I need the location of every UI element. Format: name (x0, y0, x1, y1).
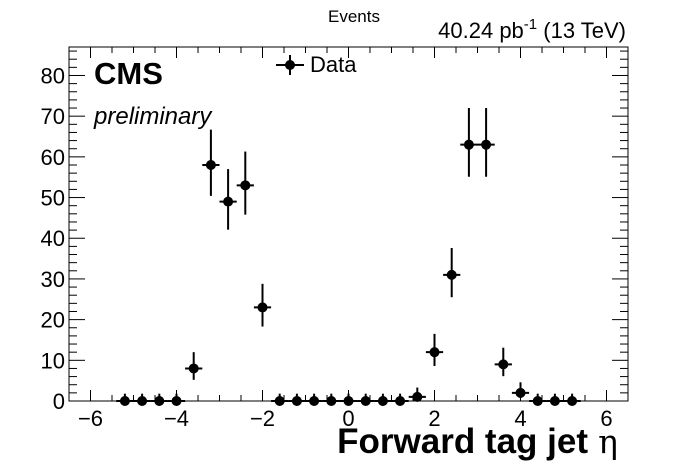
legend-entry-data: Data (310, 52, 357, 77)
data-point (271, 393, 289, 406)
data-marker (515, 387, 526, 398)
legend: Data (276, 52, 357, 77)
data-point (477, 108, 495, 177)
data-point (546, 393, 564, 406)
x-axis-symbol: η (598, 422, 618, 461)
axes-frame (68, 46, 629, 402)
data-marker (171, 396, 182, 406)
data-point (253, 283, 272, 327)
x-tick-label: −6 (78, 406, 103, 431)
data-marker (377, 396, 388, 406)
lumi-label: 40.24 pb-1 (13 TeV) (438, 16, 626, 43)
x-tick-label: 0 (342, 406, 354, 431)
y-axis-label: Events (328, 7, 380, 26)
data-point (391, 393, 409, 406)
data-point (529, 393, 547, 406)
data-marker (481, 139, 492, 150)
data-point (236, 151, 254, 215)
y-tick-label: 80 (41, 63, 65, 88)
data-marker (343, 396, 354, 406)
data-point (116, 393, 134, 406)
y-tick-label: 10 (41, 348, 65, 373)
x-tick-label: 4 (514, 406, 526, 431)
data-points (116, 108, 581, 406)
x-tick-label: −2 (250, 406, 275, 431)
data-point (563, 393, 581, 406)
y-tick-label: 40 (41, 226, 65, 251)
data-marker (119, 396, 130, 406)
data-point (408, 387, 426, 402)
data-marker (309, 396, 320, 406)
data-point (357, 393, 375, 406)
cms-label: CMS (94, 56, 163, 91)
data-marker (498, 359, 509, 370)
y-tick-label: 60 (41, 145, 65, 170)
data-marker (326, 396, 337, 406)
data-point (133, 393, 151, 406)
data-point (494, 347, 512, 377)
data-marker (549, 396, 560, 406)
data-marker (154, 396, 165, 406)
data-point (374, 393, 392, 406)
data-marker (360, 396, 371, 406)
data-marker (463, 139, 474, 150)
data-marker (205, 160, 216, 170)
y-tick-label: 70 (41, 104, 65, 129)
data-marker (291, 396, 302, 406)
data-marker (240, 180, 251, 191)
data-point (460, 108, 478, 177)
data-marker (567, 396, 578, 406)
preliminary-label: preliminary (93, 103, 213, 130)
x-tick-label: 2 (428, 406, 440, 431)
legend-marker-dot (285, 60, 295, 70)
data-marker (532, 396, 543, 406)
data-marker (395, 396, 406, 406)
data-marker (429, 347, 440, 358)
data-marker (257, 302, 268, 313)
data-point (339, 393, 358, 406)
y-tick-label: 30 (41, 267, 65, 292)
data-point (185, 352, 203, 380)
x-axis-label: Forward tag jet (337, 422, 588, 461)
data-marker (137, 396, 148, 406)
data-point (202, 129, 220, 196)
y-tick-label: 50 (41, 186, 65, 211)
data-point (305, 393, 323, 406)
data-point (425, 333, 444, 367)
data-point (511, 382, 530, 399)
x-tick-label: 6 (600, 406, 612, 431)
y-tick-label: 0 (53, 389, 65, 414)
data-point (288, 393, 306, 406)
x-tick-label: −4 (164, 406, 189, 431)
data-point (167, 393, 186, 406)
data-point (443, 248, 461, 298)
data-point (322, 393, 340, 406)
data-marker (223, 196, 234, 207)
data-marker (446, 269, 457, 280)
data-point (219, 169, 237, 230)
data-point (150, 393, 168, 406)
data-marker (412, 391, 423, 402)
data-marker (274, 396, 285, 406)
data-marker (188, 363, 199, 374)
plot-frame (68, 46, 629, 402)
y-tick-label: 20 (41, 308, 65, 333)
